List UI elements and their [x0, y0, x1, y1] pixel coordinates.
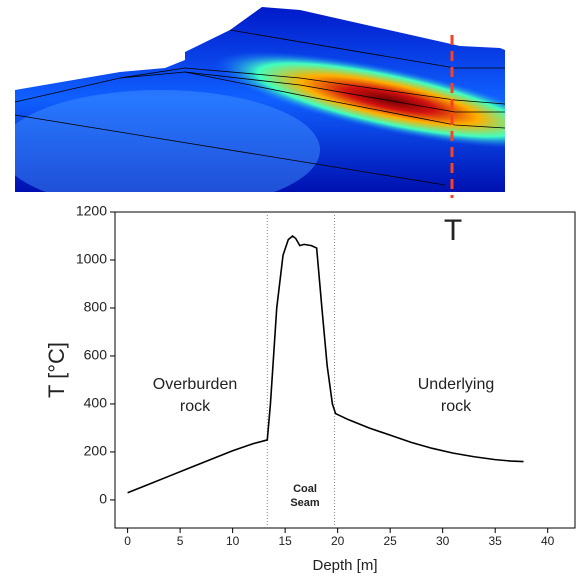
y-tick-label: 800 [84, 299, 108, 315]
x-tick-label: 35 [489, 534, 503, 548]
annotation: T [444, 214, 462, 247]
x-tick-label: 40 [541, 534, 555, 548]
y-axis-label: T [°C] [44, 342, 69, 398]
y-tick-label: 200 [84, 443, 108, 459]
x-tick-label: 30 [436, 534, 450, 548]
x-tick-label: 15 [278, 534, 292, 548]
x-tick-label: 0 [124, 534, 131, 548]
plot-frame [114, 211, 576, 529]
y-tick-label: 1000 [76, 251, 107, 267]
annotation: rock [441, 398, 472, 415]
y-tick-label: 600 [84, 347, 108, 363]
x-tick-label: 25 [383, 534, 397, 548]
x-tick-label: 10 [226, 534, 240, 548]
y-tick-label: 1200 [76, 203, 107, 219]
annotation: Seam [290, 497, 320, 509]
x-axis-label: Depth [m] [312, 557, 377, 574]
x-tick-label: 20 [331, 534, 345, 548]
data-line [127, 234, 524, 494]
annotation: Underlying [418, 376, 494, 393]
annotation: rock [180, 398, 211, 415]
y-tick-label: 400 [84, 395, 108, 411]
annotation: Coal [293, 483, 317, 495]
annotation: Overburden [153, 376, 238, 393]
heatmap [15, 7, 505, 192]
y-tick-label: 0 [99, 491, 107, 507]
x-tick-label: 5 [177, 534, 184, 548]
